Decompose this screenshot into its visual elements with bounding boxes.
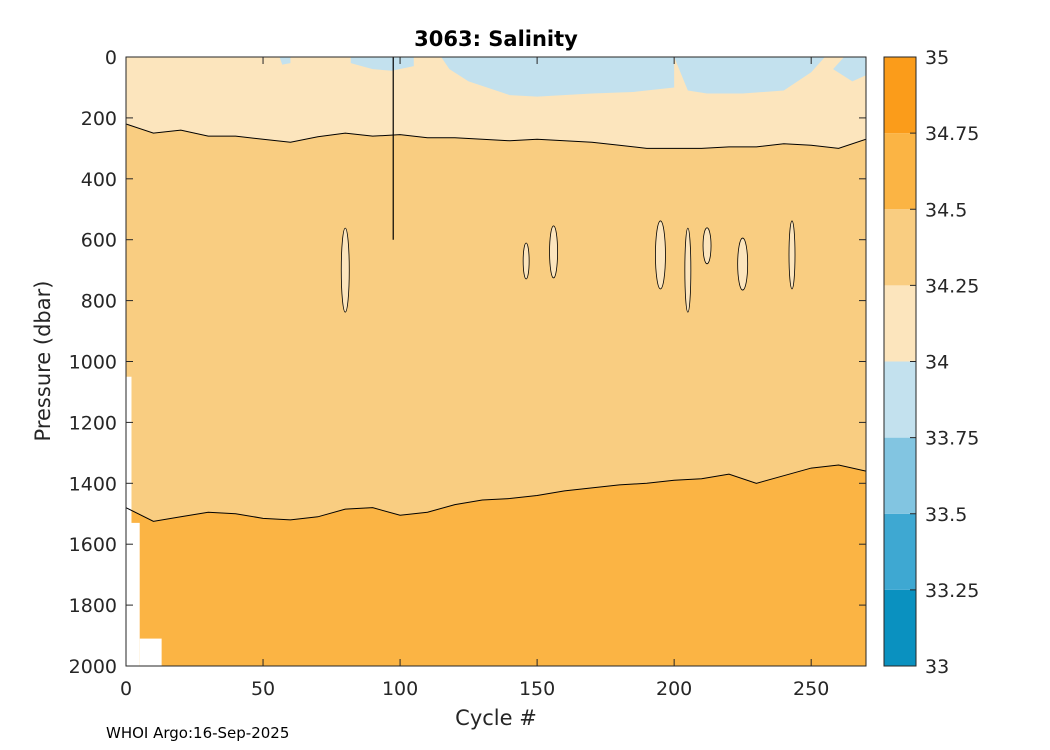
colorbar-tick-label: 33.5	[925, 504, 967, 526]
y-tick-label: 1200	[69, 412, 117, 434]
colorbar-segment	[884, 437, 916, 514]
contour-34-5	[126, 464, 866, 522]
region-intermediate-layer	[126, 57, 866, 522]
y-axis: 0 200 400 600 800 1000 1200 1400 1600 1800 2000	[69, 47, 866, 678]
colorbar-segment	[884, 285, 916, 362]
x-axis-label: Cycle #	[455, 706, 537, 730]
colorbar-tick-label: 34.25	[925, 275, 979, 297]
region-upper-layer	[126, 57, 866, 149]
y-tick-label: 800	[81, 291, 117, 313]
colorbar-segment	[884, 133, 916, 210]
missing-data-strip	[126, 376, 132, 666]
region-fresh-surface-4	[833, 57, 866, 82]
region-fresh-surface-5	[279, 57, 291, 65]
salinity-lens	[788, 220, 796, 290]
x-tick-label: 100	[382, 678, 418, 700]
region-fresh-surface-3	[674, 57, 825, 94]
plot-area	[126, 57, 866, 666]
colorbar-tick-label: 34.5	[925, 199, 967, 221]
y-tick-label: 600	[81, 230, 117, 252]
region-fresh-surface-1	[350, 57, 414, 71]
y-tick-label: 1800	[69, 595, 117, 617]
y-tick-label: 1600	[69, 534, 117, 556]
salinity-lens	[522, 242, 530, 280]
footer-credit: WHOI Argo:16-Sep-2025	[106, 724, 290, 742]
colorbar-tick-label: 34	[925, 352, 949, 374]
chart-title: 3063: Salinity	[414, 27, 578, 51]
contour-34-25	[126, 123, 866, 149]
colorbar-segment	[884, 513, 916, 590]
colorbar-segment	[884, 361, 916, 438]
salinity-lens	[737, 237, 749, 291]
y-axis-label: Pressure (dbar)	[31, 281, 55, 442]
colorbar-tick-label: 34.75	[925, 123, 979, 145]
y-tick-label: 1000	[69, 352, 117, 374]
salinity-lens	[340, 227, 350, 313]
x-axis: 0 50 100 150 200 250	[120, 57, 829, 700]
salinity-lens	[684, 227, 692, 313]
y-tick-label: 0	[105, 47, 117, 69]
missing-data-block	[126, 522, 140, 666]
salinity-lens	[702, 227, 712, 265]
x-tick-label: 200	[656, 678, 692, 700]
x-tick-label: 150	[519, 678, 555, 700]
colorbar-segment	[884, 589, 916, 666]
y-tick-label: 200	[81, 108, 117, 130]
colorbar-tick-label: 35	[925, 47, 949, 69]
y-tick-label: 400	[81, 169, 117, 191]
salinity-lens	[549, 225, 558, 279]
y-tick-label: 1400	[69, 473, 117, 495]
colorbar-tick-label: 33	[925, 656, 949, 678]
colorbar-tick-label: 33.75	[925, 428, 979, 450]
colorbar-segment	[884, 209, 916, 286]
x-tick-label: 50	[251, 678, 275, 700]
region-fresh-surface-2	[441, 57, 675, 97]
colorbar-tick-label: 33.25	[925, 580, 979, 602]
y-tick-label: 2000	[69, 656, 117, 678]
contour-lines	[126, 123, 866, 522]
x-tick-label: 250	[793, 678, 829, 700]
colorbar-segment	[884, 57, 916, 134]
salinity-lens	[655, 220, 666, 290]
colorbar: 33 33.25 33.5 33.75 34 34.25 34.5 34.75 35	[883, 47, 979, 678]
x-tick-label: 0	[120, 678, 132, 700]
missing-data-corner	[139, 638, 162, 666]
